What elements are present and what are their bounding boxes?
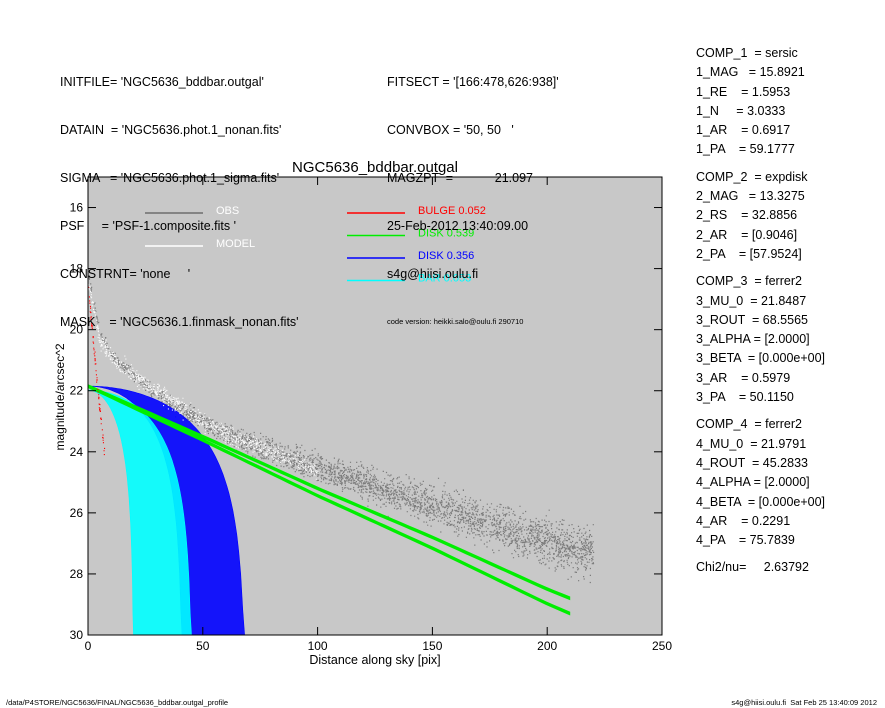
header-params-mid: FITSECT = '[166:478,626:938]' CONVBOX = … bbox=[387, 42, 559, 346]
component-param-row: 1_AR = 0.6917 bbox=[696, 123, 791, 138]
x-tick-label: 150 bbox=[422, 639, 442, 653]
component-param-row: 4_ROUT = 45.2833 bbox=[696, 455, 808, 470]
legend-label: BULGE 0.052 bbox=[418, 205, 486, 217]
param-email: s4g@hiisi.oulu.fi bbox=[387, 267, 479, 281]
component-param-row: 1_N = 3.0333 bbox=[696, 103, 786, 118]
component-param-row: COMP_2 = expdisk bbox=[696, 169, 808, 184]
param-initfile: INITFILE= 'NGC5636_bddbar.outgal' bbox=[60, 75, 264, 89]
component-param-row: 2_PA = [57.9524] bbox=[696, 246, 802, 261]
x-tick-label: 250 bbox=[652, 639, 672, 653]
component-param-row: 3_MU_0 = 21.8487 bbox=[696, 293, 807, 308]
y-axis-label: magnitude/arcsec^2 bbox=[53, 343, 67, 450]
component-param-row: 3_AR = 0.5979 bbox=[696, 370, 791, 385]
y-tick-label: 22 bbox=[70, 384, 84, 398]
param-psf: PSF = 'PSF-1.composite.fits ' bbox=[60, 219, 237, 233]
x-tick-label: 200 bbox=[537, 639, 557, 653]
y-tick-label: 28 bbox=[70, 567, 84, 581]
legend-label: BAR 0.053 bbox=[418, 273, 471, 285]
axes: 0 50 100 150 200 250 16 18 20 22 24 26 28 30 bbox=[70, 176, 672, 653]
plot-frame bbox=[87, 176, 663, 636]
legend-label: OBS bbox=[216, 205, 239, 217]
disk-profile-band-2 bbox=[88, 384, 571, 616]
component-param-row: 4_MU_0 = 21.9791 bbox=[696, 436, 807, 451]
x-tick-label: 50 bbox=[196, 639, 210, 653]
component-profiles-layer bbox=[88, 286, 571, 636]
disk-profile-band-1 bbox=[88, 384, 571, 601]
component-param-row: Chi2/nu= 2.63792 bbox=[696, 560, 809, 575]
x-tick-label: 100 bbox=[308, 639, 328, 653]
param-mask: MASK = 'NGC5636.1.finmask_nonan.fits' bbox=[60, 315, 299, 329]
component-param-row: 2_AR = [0.9046] bbox=[696, 227, 798, 242]
component-param-row: 2_RS = 32.8856 bbox=[696, 208, 798, 223]
chart-title: NGC5636_bddbar.outgal bbox=[292, 159, 458, 176]
y-tick-label: 26 bbox=[70, 506, 84, 520]
component-parameters: COMP_1 = sersic 1_MAG = 15.8921 1_RE = 1.5… bbox=[696, 44, 825, 578]
legend-label: MODEL bbox=[216, 238, 255, 250]
component-param-row: 3_PA = 50.1150 bbox=[696, 390, 794, 405]
y-tick-label: 30 bbox=[70, 628, 84, 642]
component-param-row: 3_ROUT = 68.5565 bbox=[696, 312, 808, 327]
component-param-row: COMP_4 = ferrer2 bbox=[696, 417, 802, 432]
param-convbox: CONVBOX = '50, 50 ' bbox=[387, 123, 514, 137]
component-param-row: 4_PA = 75.7839 bbox=[696, 533, 795, 548]
legend: OBS MODEL BULGE 0.052 DISK 0.539 DISK 0.356 B… bbox=[145, 205, 486, 285]
footer-timestamp: s4g@hiisi.oulu.fi Sat Feb 25 13:40:09 20… bbox=[731, 698, 877, 707]
component-param-row: 1_RE = 1.5953 bbox=[696, 84, 791, 99]
legend-label: DISK 0.539 bbox=[418, 228, 474, 240]
param-date: 25-Feb-2012 13:40:09.00 bbox=[387, 219, 529, 233]
y-tick-label: 20 bbox=[70, 323, 84, 337]
y-tick-label: 24 bbox=[70, 445, 84, 459]
component-param-row: 2_MAG = 13.3275 bbox=[696, 189, 805, 204]
component-param-row: 4_ALPHA = [2.0000] bbox=[696, 475, 810, 490]
component-param-row: 1_PA = 59.1777 bbox=[696, 142, 795, 157]
component-param-row: COMP_1 = sersic bbox=[696, 46, 798, 60]
param-fitsect: FITSECT = '[166:478,626:938]' bbox=[387, 75, 559, 89]
component-param-row: 4_BETA = [0.000e+00] bbox=[696, 494, 826, 509]
component-param-row: 1_MAG = 15.8921 bbox=[696, 65, 805, 80]
param-sigma: SIGMA = 'NGC5636.phot.1_sigma.fits' bbox=[60, 171, 280, 185]
legend-label: DISK 0.356 bbox=[418, 250, 474, 262]
component-param-row: 4_AR = 0.2291 bbox=[696, 513, 791, 528]
param-magzpt: MAGZPT = 21.097 bbox=[387, 171, 534, 185]
y-tick-label: 18 bbox=[70, 262, 84, 276]
x-tick-label: 0 bbox=[85, 639, 92, 653]
component-param-row: 3_ALPHA = [2.0000] bbox=[696, 332, 810, 347]
param-datain: DATAIN = 'NGC5636.phot.1_nonan.fits' bbox=[60, 123, 282, 137]
footer-path: /data/P4STORE/NGC5636/FINAL/NGC5636_bddb… bbox=[6, 698, 229, 707]
component-param-row: 3_BETA = [0.000e+00] bbox=[696, 351, 826, 366]
bulge-points bbox=[88, 286, 106, 456]
component-param-row: COMP_3 = ferrer2 bbox=[696, 274, 802, 289]
param-constrnt: CONSTRNT= 'none ' bbox=[60, 267, 191, 281]
y-tick-label: 16 bbox=[70, 201, 84, 215]
code-version: code version: heikki.salo@oulu.fi 290710 bbox=[387, 317, 524, 326]
header-params-left: INITFILE= 'NGC5636_bddbar.outgal' DATAIN… bbox=[60, 42, 299, 346]
x-axis-label: Distance along sky [pix] bbox=[309, 653, 440, 667]
